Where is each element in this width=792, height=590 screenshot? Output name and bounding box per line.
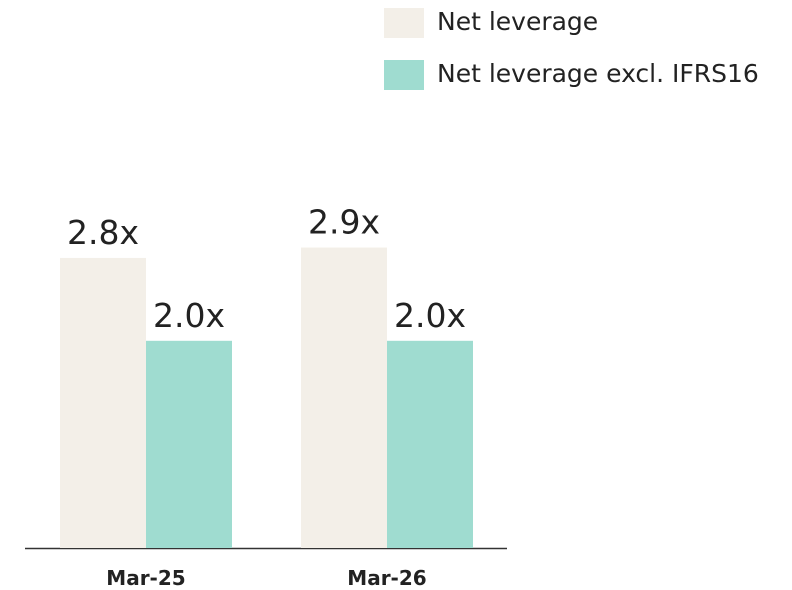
value-label: 2.0x [394,296,466,335]
bar [301,247,387,548]
value-label: 2.8x [67,213,139,252]
bar [387,340,473,548]
legend-swatch [384,8,424,38]
legend-text: Net leverage excl. IFRS16 [437,59,759,88]
bar [60,257,146,548]
legend-text: Net leverage [437,7,598,36]
value-label: 2.0x [153,296,225,335]
legend-swatch [384,60,424,90]
x-tick-label: Mar-26 [347,566,426,590]
value-label: 2.9x [308,203,380,242]
bar [146,340,232,548]
x-tick-label: Mar-25 [106,566,185,590]
